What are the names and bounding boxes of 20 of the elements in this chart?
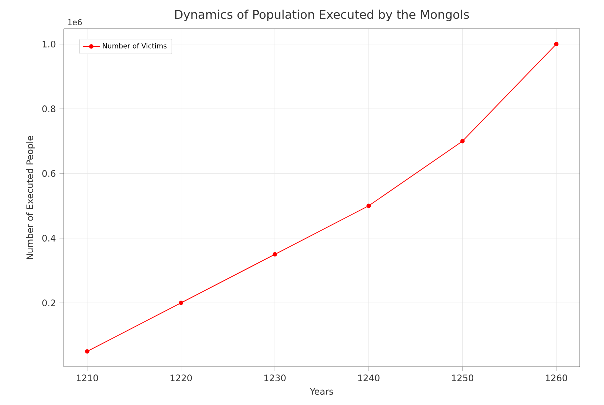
x-axis-title: Years xyxy=(310,388,334,396)
point xyxy=(554,42,559,47)
y-axis-title: Number of Executed People xyxy=(26,136,36,260)
x-tick-label: 1220 xyxy=(170,374,192,382)
point xyxy=(272,252,278,257)
y-tick-label: 0.2 xyxy=(42,300,56,307)
y-tick-label: 1.0 xyxy=(42,40,56,48)
y-tick-label: 0.8 xyxy=(42,106,56,112)
x-tick-label: 1250 xyxy=(452,374,474,382)
y-tick-label: 0.6 xyxy=(42,170,56,178)
point xyxy=(460,139,465,144)
x-tick-label: 1210 xyxy=(77,374,98,382)
chart-title: Dynamics of Population Executed by the Mongols xyxy=(175,10,470,22)
y-tick-label: 0.4 xyxy=(42,235,56,242)
x-tick-label: 1230 xyxy=(264,374,286,382)
x-tick-label: 1260 xyxy=(546,374,568,382)
point xyxy=(366,204,372,208)
point xyxy=(179,300,184,306)
point xyxy=(85,349,90,354)
x-tick-label: 1240 xyxy=(358,374,380,382)
